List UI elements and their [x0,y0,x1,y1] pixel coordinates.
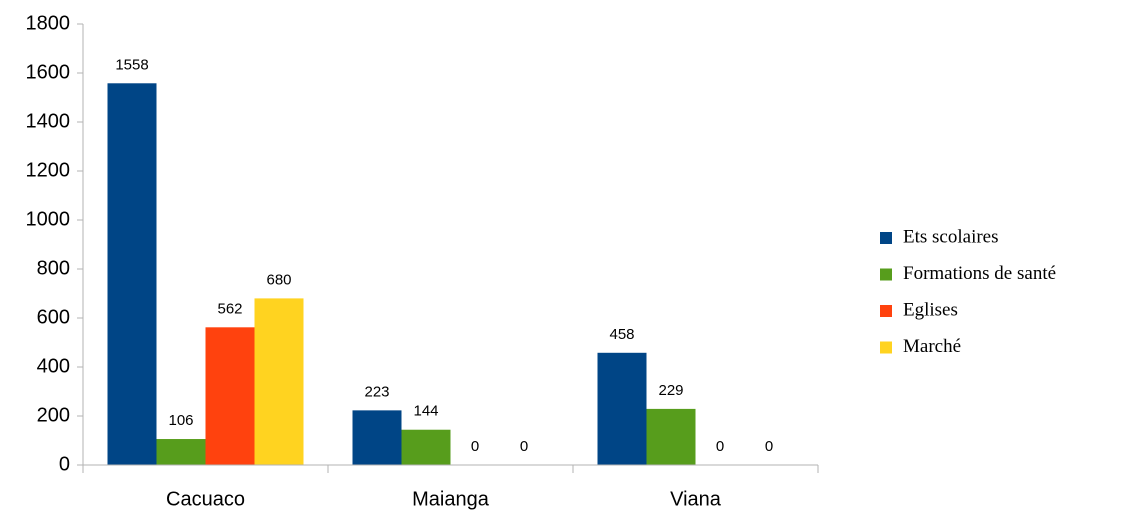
legend-label: Marché [903,336,961,357]
legend-label: Ets scolaires [903,226,999,247]
bar [156,439,206,465]
bar [352,410,402,465]
data-label: 106 [168,412,193,429]
y-tick-label: 0 [59,453,70,475]
data-label: 0 [471,438,479,455]
legend-swatch [880,268,892,281]
data-label: 0 [716,438,724,455]
legend-swatch [880,232,892,244]
x-tick-label: Cacuaco [166,488,245,510]
bar [254,298,304,465]
bar [401,429,451,465]
bar [646,408,696,465]
data-label: 229 [658,382,683,399]
x-tick-label: Maianga [412,488,490,510]
legend-label: Eglises [903,299,958,320]
bar [205,327,255,465]
data-label: 0 [765,438,773,455]
x-tick-label: Viana [670,488,722,510]
bar [597,352,647,465]
y-tick-label: 1600 [26,61,71,83]
legend-swatch [880,341,892,354]
y-tick-label: 1400 [26,110,71,132]
data-label: 562 [217,300,242,317]
y-tick-label: 1000 [26,208,71,230]
y-tick-label: 600 [37,306,70,328]
legend-label: Formations de santé [903,263,1056,284]
data-label: 144 [413,403,438,420]
data-label: 680 [266,271,291,288]
y-tick-label: 1200 [26,159,71,181]
y-tick-label: 1800 [26,12,71,34]
y-tick-label: 800 [37,257,70,279]
legend-swatch [880,305,892,317]
data-label: 0 [520,438,528,455]
y-tick-label: 200 [37,404,70,426]
bar [107,83,157,465]
data-label: 458 [609,326,634,343]
data-label: 223 [364,383,389,400]
y-tick-label: 400 [37,355,70,377]
data-label: 1558 [115,56,148,73]
